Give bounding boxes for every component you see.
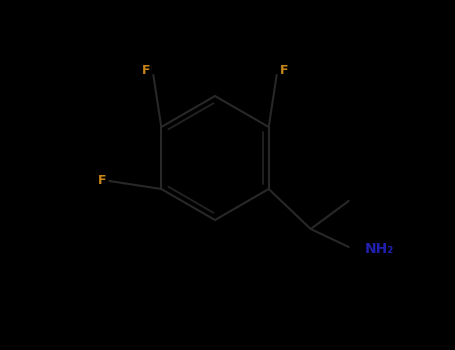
Text: NH₂: NH₂	[365, 242, 394, 256]
Text: F: F	[279, 64, 288, 77]
Text: F: F	[98, 175, 106, 188]
Text: F: F	[142, 64, 151, 77]
